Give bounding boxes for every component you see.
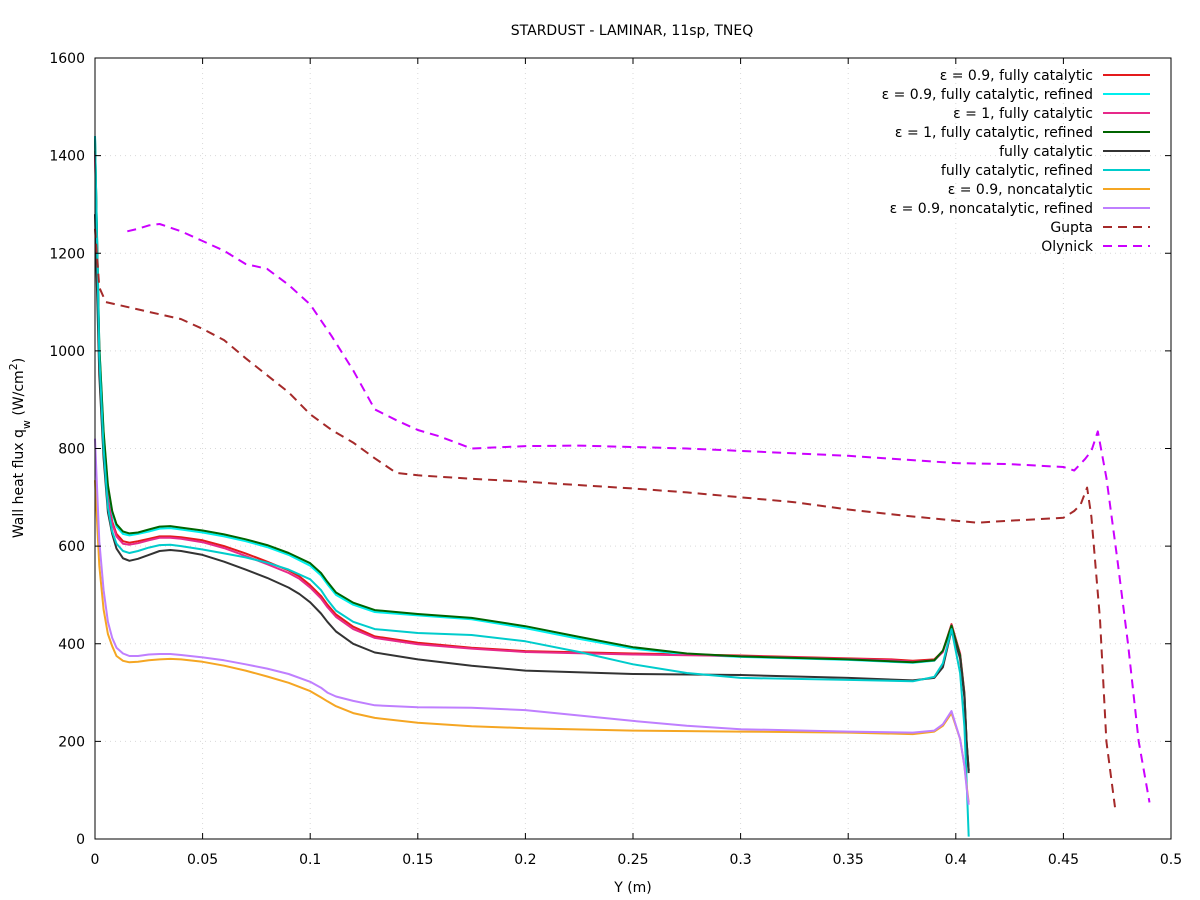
- y-tick-label: 600: [58, 539, 85, 555]
- y-tick-label: 800: [58, 442, 85, 458]
- y-tick-label: 1400: [49, 149, 85, 165]
- series-line: [94, 136, 970, 837]
- x-tick-label: 0.2: [514, 852, 536, 868]
- series-line: [94, 480, 970, 803]
- x-tick-label: 0.4: [945, 852, 967, 868]
- x-tick-label: 0.05: [187, 852, 218, 868]
- legend-label: ε = 0.9, noncatalytic, refined: [890, 201, 1093, 217]
- legend-label: Gupta: [1050, 220, 1093, 236]
- x-axis: 0 0.05 0.1 0.15 0.2 0.25 0.3 0.35 0.4 0.45 0.5: [91, 58, 1182, 868]
- series-line: [127, 223, 1151, 803]
- y-tick-label: 1600: [49, 51, 85, 67]
- x-tick-label: 0.25: [617, 852, 648, 868]
- x-tick-label: 0: [91, 852, 100, 868]
- series-line: [94, 138, 970, 771]
- y-tick-label: 1000: [49, 344, 85, 360]
- series-line: [94, 214, 970, 774]
- y-tick-label: 1200: [49, 246, 85, 262]
- grid: [95, 58, 1171, 839]
- series-line: [94, 438, 970, 805]
- series-group: [94, 136, 1151, 837]
- x-tick-label: 0.15: [402, 852, 433, 868]
- legend-label: ε = 1, fully catalytic: [953, 106, 1093, 122]
- y-axis-label: Wall heat flux qw (W/cm2): [7, 358, 33, 538]
- legend-label: fully catalytic, refined: [941, 163, 1093, 179]
- series-line: [94, 228, 1116, 808]
- legend: ε = 0.9, fully catalytic ε = 0.9, fully c…: [882, 68, 1150, 255]
- legend-label: ε = 0.9, fully catalytic, refined: [882, 87, 1093, 103]
- legend-label: ε = 0.9, noncatalytic: [948, 182, 1093, 198]
- x-tick-label: 0.45: [1048, 852, 1079, 868]
- y-tick-label: 0: [76, 832, 85, 848]
- chart-title: STARDUST - LAMINAR, 11sp, TNEQ: [511, 23, 753, 39]
- series-line: [94, 136, 970, 771]
- x-tick-label: 0.1: [299, 852, 321, 868]
- y-axis: 0 200 400 600 800 1000 1200 1400 1600: [49, 51, 1171, 848]
- y-tick-label: 400: [58, 637, 85, 653]
- x-tick-label: 0.35: [833, 852, 864, 868]
- legend-label: ε = 0.9, fully catalytic: [940, 68, 1093, 84]
- x-tick-label: 0.5: [1160, 852, 1182, 868]
- legend-label: Olynick: [1041, 239, 1094, 255]
- legend-label: fully catalytic: [999, 144, 1093, 160]
- x-axis-label: Y (m): [613, 880, 652, 896]
- legend-label: ε = 1, fully catalytic, refined: [895, 125, 1093, 141]
- x-tick-label: 0.3: [729, 852, 751, 868]
- y-tick-label: 200: [58, 734, 85, 750]
